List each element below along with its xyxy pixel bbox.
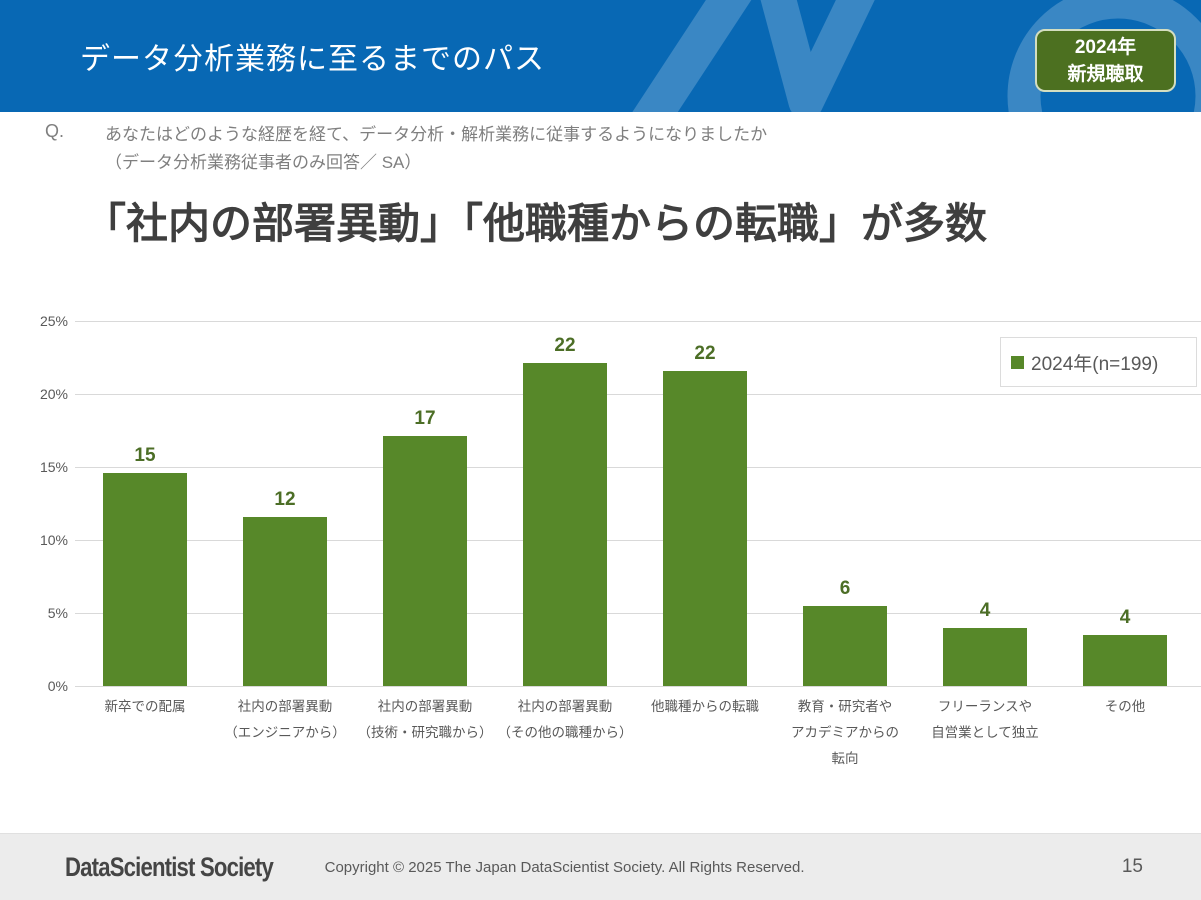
category-label-line: 社内の部署異動 [517,699,613,714]
bar-value-label: 22 [694,343,716,364]
bar-value-label: 17 [414,408,436,429]
category-label-line: 社内の部署異動 [237,699,333,714]
y-axis-tick-label: 10% [39,532,68,548]
chart-legend: 2024年(n=199) [1000,337,1197,387]
bar [103,473,187,686]
question-prefix: Q. [45,121,65,141]
y-axis-tick-label: 25% [39,313,68,329]
bar-value-label: 12 [274,489,296,510]
badge-caption: 新規聴取 [1067,63,1144,85]
page-title: データ分析業務に至るまでのパス [80,43,545,76]
gridline [75,686,1201,687]
bar [243,517,327,686]
bar [803,606,887,686]
y-axis-tick-label: 0% [47,678,68,694]
gridline [75,613,1201,614]
category-label-line: （技術・研究職から） [357,725,493,740]
category-label-line: 新卒での配属 [104,699,186,714]
bar-value-label: 4 [1119,607,1131,628]
x-axis-category-label: フリーランスや 自営業として独立 [915,694,1055,746]
category-label-line: アカデミアからの [791,725,899,740]
headline: 「社内の部署異動」「他職種からの転職」が多数 [84,200,988,247]
x-axis-category-label: 社内の部署異動 （技術・研究職から） [355,694,495,746]
category-label-line: 転向 [831,751,859,766]
category-label-line: 他職種からの転職 [651,699,759,714]
legend-swatch-icon [1011,355,1024,369]
bar-value-label: 15 [134,445,156,466]
category-label-line: 社内の部署異動 [377,699,473,714]
category-label-line: その他 [1104,699,1146,714]
x-axis-category-label: 教育・研究者や アカデミアからの 転向 [775,694,915,772]
y-axis-tick-label: 5% [47,605,68,621]
y-axis-tick-label: 15% [39,459,68,475]
bar [1083,635,1167,686]
bar [383,436,467,686]
category-label-line: フリーランスや [937,699,1033,714]
gridline [75,540,1201,541]
slide-footer: DataScientist Society Copyright © 2025 T… [0,833,1201,900]
y-axis-tick-label: 20% [39,386,68,402]
category-label-line: 自営業として独立 [931,725,1039,740]
bar-value-label: 22 [554,335,576,356]
gridline [75,394,1201,395]
page-number: 15 [1121,856,1143,877]
survey-badge: 2024年 新規聴取 [1035,29,1176,92]
bar [523,363,607,686]
bar [663,371,747,686]
x-axis-category-label: その他 [1055,694,1195,720]
copyright-text: Copyright © 2025 The Japan DataScientist… [324,858,805,876]
badge-year: 2024年 [1074,36,1137,58]
header-decoration-swirl-icon [632,0,1201,112]
question-text-line1: あなたはどのような経歴を経て、データ分析・解析業務に従事するようになりましたか [105,125,768,144]
category-label-line: 教育・研究者や [797,699,893,714]
bar-chart: 0% 5% 10% 15% 20% 25% 15 新卒での配属 12 社内の部署異動 （エンジニアか… [0,300,1201,790]
x-axis-category-label: 社内の部署異動 （エンジニアから） [215,694,355,746]
bar-value-label: 4 [979,600,991,621]
legend-label: 2024年(n=199) [1031,353,1159,375]
bar-value-label: 6 [839,578,851,599]
category-label-line: （エンジニアから） [224,725,346,740]
bar [943,628,1027,686]
category-label-line: （その他の職種から） [497,725,633,740]
x-axis-category-label: 新卒での配属 [75,694,215,720]
question-text-line2: （データ分析業務従事者のみ回答／ SA） [105,153,422,172]
slide-header: データ分析業務に至るまでのパス 2024年 新規聴取 [0,0,1201,112]
x-axis-category-label: 社内の部署異動 （その他の職種から） [495,694,635,746]
society-logo: DataScientist Society [65,851,274,882]
gridline [75,321,1201,322]
gridline [75,467,1201,468]
x-axis-category-label: 他職種からの転職 [635,694,775,720]
